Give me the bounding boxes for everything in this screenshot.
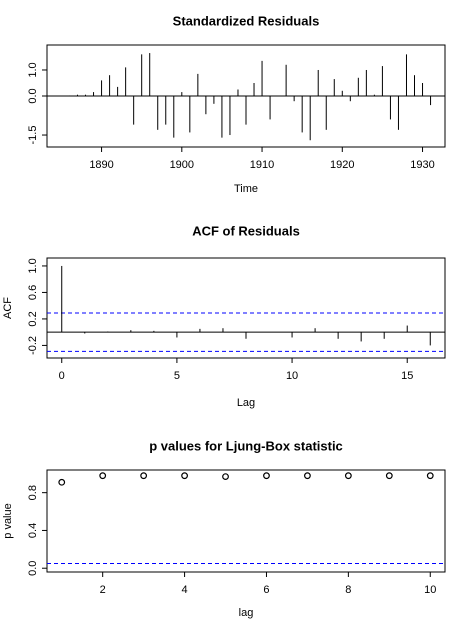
x-tick-label: 10 <box>286 370 298 382</box>
x-tick-label: 2 <box>100 584 106 596</box>
point <box>222 473 229 481</box>
x-tick-label: 5 <box>174 370 180 382</box>
x-tick-label: 1890 <box>89 159 113 171</box>
point <box>181 472 188 480</box>
point <box>385 472 393 480</box>
chart-title: Standardized Residuals <box>173 13 320 28</box>
x-tick-label: 4 <box>182 584 188 596</box>
point <box>58 478 66 486</box>
y-tick-label: 0.0 <box>27 88 39 103</box>
chart-title: p values for Ljung-Box statistic <box>149 438 343 453</box>
x-tick-label: 6 <box>263 584 269 596</box>
point <box>140 472 148 480</box>
x-tick-label: 1910 <box>250 159 274 171</box>
point <box>99 472 107 480</box>
y-tick-label: 0.8 <box>27 485 39 500</box>
point <box>344 472 352 480</box>
x-tick-label: 0 <box>59 370 65 382</box>
x-tick-label: 1920 <box>330 159 354 171</box>
y-tick-label: 0.2 <box>27 311 39 326</box>
plot-frame <box>46 469 446 573</box>
x-tick-label: 15 <box>401 370 413 382</box>
x-tick-label: 8 <box>345 584 351 596</box>
y-tick-label: 0.0 <box>27 561 39 576</box>
y-tick-label: 1.0 <box>27 62 39 77</box>
y-tick-label: -0.2 <box>27 336 39 355</box>
x-tick-label: 1900 <box>170 159 194 171</box>
x-axis-label: Lag <box>237 397 255 409</box>
y-axis-label: ACF <box>2 297 14 319</box>
plot-frame <box>46 257 446 359</box>
x-axis-label: lag <box>239 607 254 619</box>
x-tick-label: 1930 <box>410 159 434 171</box>
y-tick-label: 0.6 <box>27 285 39 300</box>
y-axis-label: p value <box>2 503 14 538</box>
point <box>304 472 311 480</box>
x-tick-label: 10 <box>424 584 436 596</box>
point <box>426 472 434 480</box>
y-tick-label: -1.5 <box>27 126 39 145</box>
y-tick-label: 0.4 <box>27 523 39 538</box>
y-tick-label: 1.0 <box>27 258 39 273</box>
point <box>263 472 270 480</box>
chart-title: ACF of Residuals <box>192 223 300 238</box>
x-axis-label: Time <box>234 183 258 195</box>
